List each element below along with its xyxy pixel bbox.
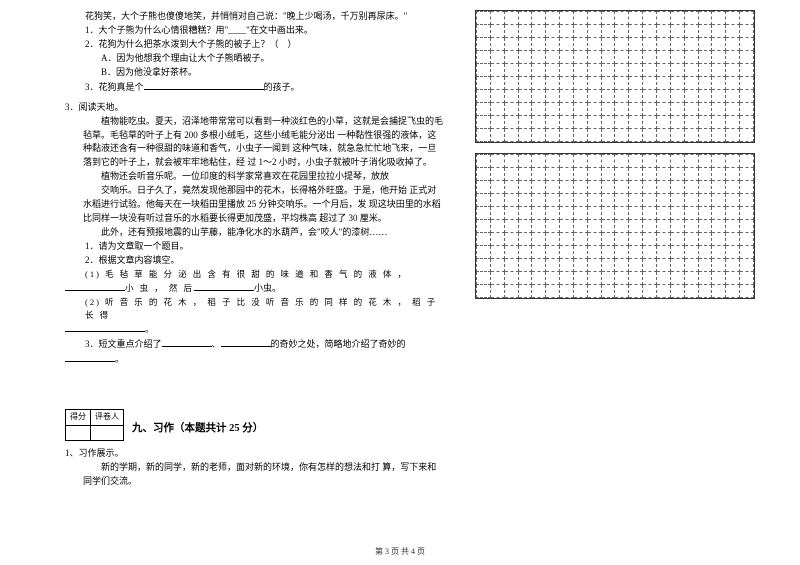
section-header: 得分 评卷人 九、习作（本题共计 25 分） bbox=[65, 409, 445, 441]
writing-grid-top bbox=[475, 10, 755, 143]
blank-line bbox=[221, 337, 271, 347]
right-column bbox=[475, 10, 755, 489]
blank-line bbox=[65, 322, 145, 332]
writing-p1: 新的学期，新的同学，新的老师，面对新的环境，你有怎样的想法和打 算，写下来和同学… bbox=[65, 461, 445, 489]
reading-q2-2: (2) 听 音 乐 的 花 木 ， 稻 子 比 没 听 音 乐 的 同 样 的 … bbox=[65, 296, 445, 322]
score-h2: 评卷人 bbox=[91, 410, 124, 425]
q3: 3．花狗真是个 的孩子。 bbox=[65, 80, 445, 95]
sep: 、 bbox=[212, 339, 221, 349]
reading-p3: 交响乐。日子久了，竟然发现他那园中的花木，长得格外旺盛。于是，他开始 正式对水稻… bbox=[65, 184, 445, 226]
q3-mid: 的奇妙之处，简略地介绍了奇妙的 bbox=[271, 339, 406, 349]
writing-q1: 1、习作展示。 bbox=[65, 447, 445, 461]
blank-line bbox=[65, 281, 125, 291]
q1: 1．大个子熊为什么心情很糟糕？用"____"在文中画出来。 bbox=[65, 24, 445, 38]
writing-grid-bottom bbox=[475, 153, 755, 299]
reading-q2: 2．根据文章内容填空。 bbox=[65, 254, 445, 268]
page-footer: 第 3 页 共 4 页 bbox=[0, 546, 800, 557]
blank-line bbox=[194, 281, 254, 291]
reading-q3-line2: 。 bbox=[65, 352, 445, 367]
reading-q2-1-line2: 小 虫 ， 然 后 小虫。 bbox=[65, 281, 445, 296]
q3-suffix: 的孩子。 bbox=[264, 82, 300, 92]
reading-p4: 此外，还有预报地震的山芋藤，能净化水的水葫芦，会"咬人"的漆树…… bbox=[65, 226, 445, 240]
q3-prefix: 3．花狗真是个 bbox=[85, 82, 144, 92]
reading-q3: 3．短文重点介绍了 、 的奇妙之处，简略地介绍了奇妙的 bbox=[65, 337, 445, 352]
reading-q2-2-line2: 。 bbox=[65, 322, 445, 337]
q2-opt-b: B．因为他没拿好茶杯。 bbox=[65, 66, 445, 80]
blank-line bbox=[65, 352, 115, 362]
story-line: 花狗笑，大个子熊也傻傻地笑，并悄悄对自己说："晚上少喝汤，千万别再尿床。" bbox=[65, 10, 445, 24]
reading-p1: 植物能吃虫。夏天，沼泽地带常常可以看到一种淡红色的小草，这就是会捕捉飞虫的毛毡草… bbox=[65, 115, 445, 171]
reading-q2-1: (1) 毛 毡 草 能 分 泌 出 含 有 很 甜 的 味 道 和 香 气 的 … bbox=[65, 268, 445, 281]
q3-prefix: 3．短文重点介绍了 bbox=[85, 339, 162, 349]
left-column: 花狗笑，大个子熊也傻傻地笑，并悄悄对自己说："晚上少喝汤，千万别再尿床。" 1．… bbox=[65, 10, 445, 489]
reading-q1: 1．请为文章取一个题目。 bbox=[65, 240, 445, 254]
q2: 2．花狗为什么把茶水泼到大个子熊的被子上？（ ） bbox=[65, 38, 445, 52]
score-table: 得分 评卷人 bbox=[65, 409, 124, 441]
period: 。 bbox=[145, 324, 154, 334]
text: 小 虫 ， 然 后 bbox=[125, 283, 194, 293]
period: 。 bbox=[115, 354, 124, 364]
section-title: 九、习作（本题共计 25 分） bbox=[132, 421, 263, 437]
reading-title: 3．阅读天地。 bbox=[65, 101, 445, 115]
blank-line bbox=[162, 337, 212, 347]
reading-p2: 植物还会听音乐呢。一位印度的科学家常喜欢在花园里拉拉小提琴，放放 bbox=[65, 170, 445, 184]
blank-line bbox=[144, 80, 264, 90]
q2-opt-a: A．因为他想我个理由让大个子熊晒被子。 bbox=[65, 52, 445, 66]
score-h1: 得分 bbox=[66, 410, 91, 425]
text: 小虫。 bbox=[254, 283, 281, 293]
